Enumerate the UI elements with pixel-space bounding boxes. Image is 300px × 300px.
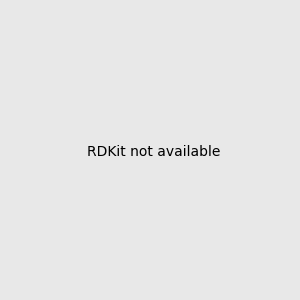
Text: RDKit not available: RDKit not available: [87, 145, 220, 158]
